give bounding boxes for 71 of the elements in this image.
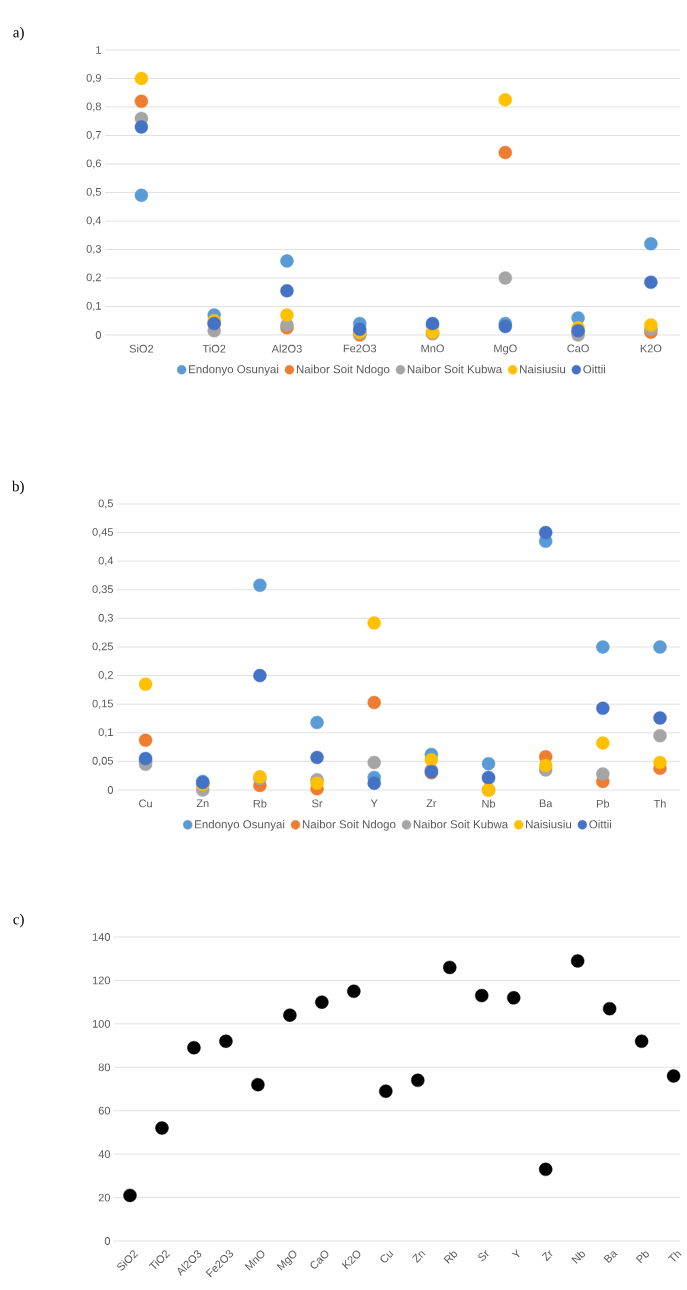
legend-label: Naisiusiu — [520, 364, 566, 374]
x-tick-label: Rb — [443, 1251, 458, 1264]
legend-label: Naibor Soit Kubwa — [413, 819, 509, 829]
legend-label: Naisiusiu — [526, 819, 572, 829]
x-tick-label: Ba — [603, 1251, 618, 1264]
x-tick-label: Sr — [478, 1250, 489, 1261]
x-tick-label: Pb — [635, 1251, 650, 1264]
x-tick-label: Th — [667, 1251, 682, 1262]
x-tick-label: Nb — [571, 1251, 586, 1264]
legend-label: Naibor Soit Ndogo — [297, 364, 390, 376]
y-tick-label: 0 — [104, 1237, 111, 1245]
legend-label: Endonyo Osunyai — [195, 819, 285, 831]
y-tick-label: 20 — [98, 1193, 111, 1202]
x-tick-label: K2O — [640, 344, 662, 353]
y-tick-label: 0,1 — [98, 728, 114, 738]
y-tick-label: 0,5 — [86, 187, 102, 198]
x-tick-label: Rb — [253, 799, 267, 808]
x-tick-label: SiO2 — [129, 344, 154, 353]
y-tick-label: 0,2 — [98, 671, 114, 681]
x-tick-label: Pb — [597, 799, 610, 808]
x-tick-label: MnO — [421, 344, 445, 353]
x-tick-label: Fe2O3 — [343, 344, 377, 353]
legend-label: Oittii — [583, 364, 606, 374]
y-tick-label: 0,5 — [98, 499, 114, 509]
x-tick-label: Al2O3 — [271, 344, 302, 353]
y-tick-label: 100 — [93, 1019, 111, 1028]
x-tick-label: Nb — [482, 799, 496, 808]
x-tick-label: TiO2 — [202, 344, 226, 353]
y-tick-label: 0 — [107, 786, 114, 794]
y-tick-label: 0,45 — [92, 528, 114, 538]
y-tick-label: 0,15 — [92, 699, 114, 709]
y-tick-label: 1 — [96, 46, 102, 54]
x-tick-label: Zn — [196, 799, 209, 808]
y-tick-label: 0,25 — [92, 642, 114, 652]
y-tick-label: 0,1 — [86, 301, 102, 312]
y-tick-label: 0,4 — [98, 556, 114, 566]
x-tick-label: CaO — [567, 344, 589, 353]
y-tick-label: 0,8 — [86, 102, 102, 112]
x-tick-label: Th — [653, 799, 666, 808]
x-tick-label: Zr — [426, 799, 437, 808]
x-tick-label: Y — [370, 799, 378, 808]
y-tick-label: 120 — [93, 976, 111, 985]
y-tick-label: 0,05 — [92, 756, 114, 766]
y-tick-label: 0,7 — [86, 130, 102, 141]
y-tick-label: 0,6 — [86, 159, 102, 169]
x-tick-label: Zr — [541, 1250, 553, 1262]
chart-title: a) — [13, 26, 24, 41]
y-tick-label: 80 — [98, 1063, 111, 1072]
chart-title: c) — [13, 913, 24, 928]
x-tick-label: Zn — [412, 1251, 426, 1263]
y-tick-label: 0 — [95, 331, 102, 339]
y-tick-label: 140 — [93, 933, 111, 941]
y-tick-label: 0,3 — [98, 613, 114, 623]
y-tick-label: 0,2 — [86, 273, 102, 283]
chart-title: b) — [12, 480, 24, 495]
legend-label: Naibor Soit Ndogo — [303, 819, 396, 831]
y-tick-label: 0,9 — [86, 73, 102, 84]
y-tick-label: 60 — [98, 1106, 111, 1115]
y-tick-label: 40 — [98, 1150, 111, 1159]
x-tick-label: Cu — [139, 799, 152, 808]
x-tick-label: MgO — [494, 344, 517, 355]
legend-label: Naibor Soit Kubwa — [407, 364, 503, 374]
legend-label: Endonyo Osunyai — [189, 364, 279, 376]
x-tick-label: Y — [511, 1248, 520, 1258]
legend-label: Oittii — [589, 819, 612, 829]
y-tick-label: 0,35 — [92, 585, 114, 595]
y-tick-label: 0,3 — [86, 244, 102, 255]
x-tick-label: Cu — [380, 1250, 394, 1263]
y-tick-label: 0,4 — [86, 216, 102, 226]
x-tick-label: Sr — [312, 799, 323, 808]
x-tick-label: Ba — [539, 799, 553, 808]
